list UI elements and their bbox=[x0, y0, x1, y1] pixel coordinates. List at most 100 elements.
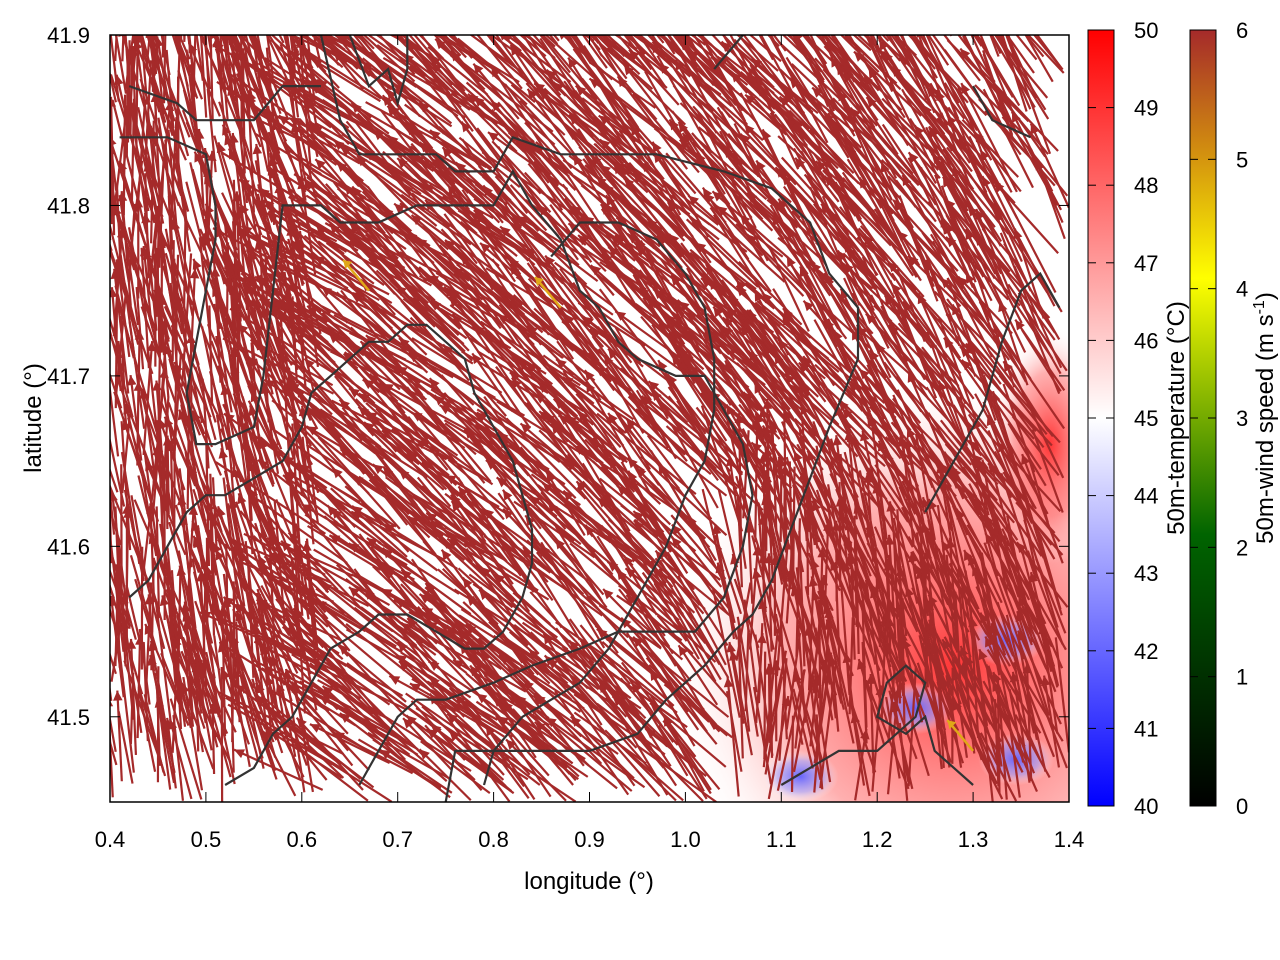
wind-vector bbox=[291, 35, 327, 73]
wind-vector bbox=[283, 350, 306, 469]
wind-vector-head bbox=[480, 242, 491, 254]
wind-vector bbox=[289, 50, 372, 119]
wind-vector bbox=[540, 541, 606, 649]
wind-vector-head bbox=[422, 607, 434, 617]
wind-speed-colorbar-tick-label: 4 bbox=[1236, 277, 1248, 302]
wind-vector bbox=[694, 136, 768, 201]
wind-vector bbox=[760, 598, 774, 673]
wind-vector bbox=[600, 310, 683, 372]
wind-vector bbox=[226, 503, 246, 607]
wind-vector-head bbox=[633, 636, 644, 648]
wind-vector bbox=[311, 169, 388, 212]
wind-vector bbox=[362, 57, 437, 119]
wind-vector bbox=[894, 35, 928, 101]
wind-vector bbox=[785, 255, 850, 372]
wind-vector bbox=[195, 35, 204, 81]
wind-vector bbox=[471, 352, 514, 412]
wind-vector bbox=[592, 35, 628, 80]
wind-vector-head bbox=[648, 381, 660, 392]
wind-vector bbox=[563, 80, 648, 190]
wind-vector bbox=[534, 694, 619, 755]
wind-vector bbox=[861, 600, 868, 728]
wind-vector bbox=[789, 263, 848, 340]
x-tick-label: 1.3 bbox=[958, 827, 989, 852]
temperature-colorbar-tick-label: 48 bbox=[1134, 173, 1158, 198]
wind-vector-head bbox=[999, 532, 1009, 544]
wind-vector bbox=[796, 83, 855, 133]
wind-vector bbox=[579, 624, 631, 685]
wind-vector bbox=[735, 475, 775, 597]
wind-vector bbox=[712, 214, 766, 297]
wind-vector bbox=[529, 631, 589, 690]
wind-vector bbox=[243, 35, 247, 39]
wind-vector bbox=[136, 99, 147, 212]
wind-vector-head bbox=[907, 371, 917, 383]
wind-vector bbox=[129, 672, 135, 744]
wind-vector bbox=[400, 193, 472, 246]
wind-vector-head bbox=[722, 317, 734, 328]
wind-vector bbox=[211, 477, 218, 554]
wind-vector bbox=[858, 368, 924, 434]
wind-vector bbox=[559, 267, 633, 364]
wind-vector-head bbox=[177, 495, 187, 506]
wind-vector-head bbox=[836, 64, 847, 76]
wind-vector bbox=[564, 455, 659, 538]
wind-vector bbox=[140, 38, 174, 137]
wind-vector bbox=[607, 347, 653, 405]
contour-line bbox=[972, 85, 1032, 139]
wind-vector bbox=[951, 165, 1005, 289]
y-tick-label: 41.6 bbox=[47, 534, 90, 559]
wind-vector bbox=[777, 456, 805, 573]
wind-vector-head bbox=[743, 392, 754, 403]
wind-vector bbox=[968, 468, 1019, 541]
wind-vector bbox=[165, 439, 169, 529]
wind-vector bbox=[501, 489, 566, 583]
wind-vector bbox=[426, 695, 506, 758]
wind-vector-head bbox=[615, 162, 627, 173]
wind-speed-colorbar-tick-label: 0 bbox=[1236, 794, 1248, 819]
wind-vector bbox=[478, 637, 535, 691]
wind-vector-head bbox=[779, 96, 790, 108]
wind-vector bbox=[1021, 552, 1059, 688]
wind-vector bbox=[192, 647, 219, 748]
wind-vector bbox=[618, 588, 692, 682]
wind-vector bbox=[428, 693, 511, 802]
wind-vector bbox=[1024, 35, 1045, 58]
wind-vector-head bbox=[441, 549, 452, 561]
wind-vector bbox=[231, 132, 247, 247]
wind-vector-head bbox=[978, 649, 988, 661]
wind-vector bbox=[440, 549, 487, 612]
wind-vector bbox=[634, 302, 721, 364]
wind-vector bbox=[656, 614, 730, 699]
wind-vector bbox=[240, 35, 243, 130]
wind-vector bbox=[271, 253, 356, 296]
wind-vector bbox=[661, 558, 734, 619]
wind-vector bbox=[312, 35, 322, 64]
wind-vector bbox=[381, 429, 460, 498]
wind-vector bbox=[615, 216, 706, 291]
wind-vector bbox=[428, 377, 484, 449]
wind-vector bbox=[994, 35, 1050, 120]
wind-vector-head bbox=[216, 506, 226, 518]
wind-vector-head bbox=[599, 139, 611, 150]
wind-vector-head bbox=[710, 279, 720, 290]
wind-vector bbox=[192, 35, 197, 95]
wind-vector-head bbox=[945, 537, 956, 548]
wind-vector bbox=[253, 35, 290, 121]
wind-vector bbox=[249, 405, 275, 485]
wind-vector bbox=[596, 412, 697, 495]
wind-vector-head bbox=[364, 589, 375, 600]
wind-vector-head bbox=[383, 466, 394, 478]
wind-vector bbox=[258, 187, 345, 255]
wind-vector bbox=[486, 35, 511, 64]
wind-vector-head bbox=[360, 341, 371, 352]
wind-vector-head bbox=[403, 718, 414, 729]
wind-vector bbox=[526, 401, 613, 506]
wind-vector-head bbox=[1021, 454, 1031, 466]
wind-vector bbox=[649, 702, 727, 768]
wind-vector bbox=[640, 455, 728, 536]
wind-vector-head bbox=[510, 45, 521, 56]
wind-vector bbox=[972, 558, 1007, 656]
wind-vector bbox=[1018, 238, 1056, 307]
wind-vector bbox=[418, 748, 472, 802]
